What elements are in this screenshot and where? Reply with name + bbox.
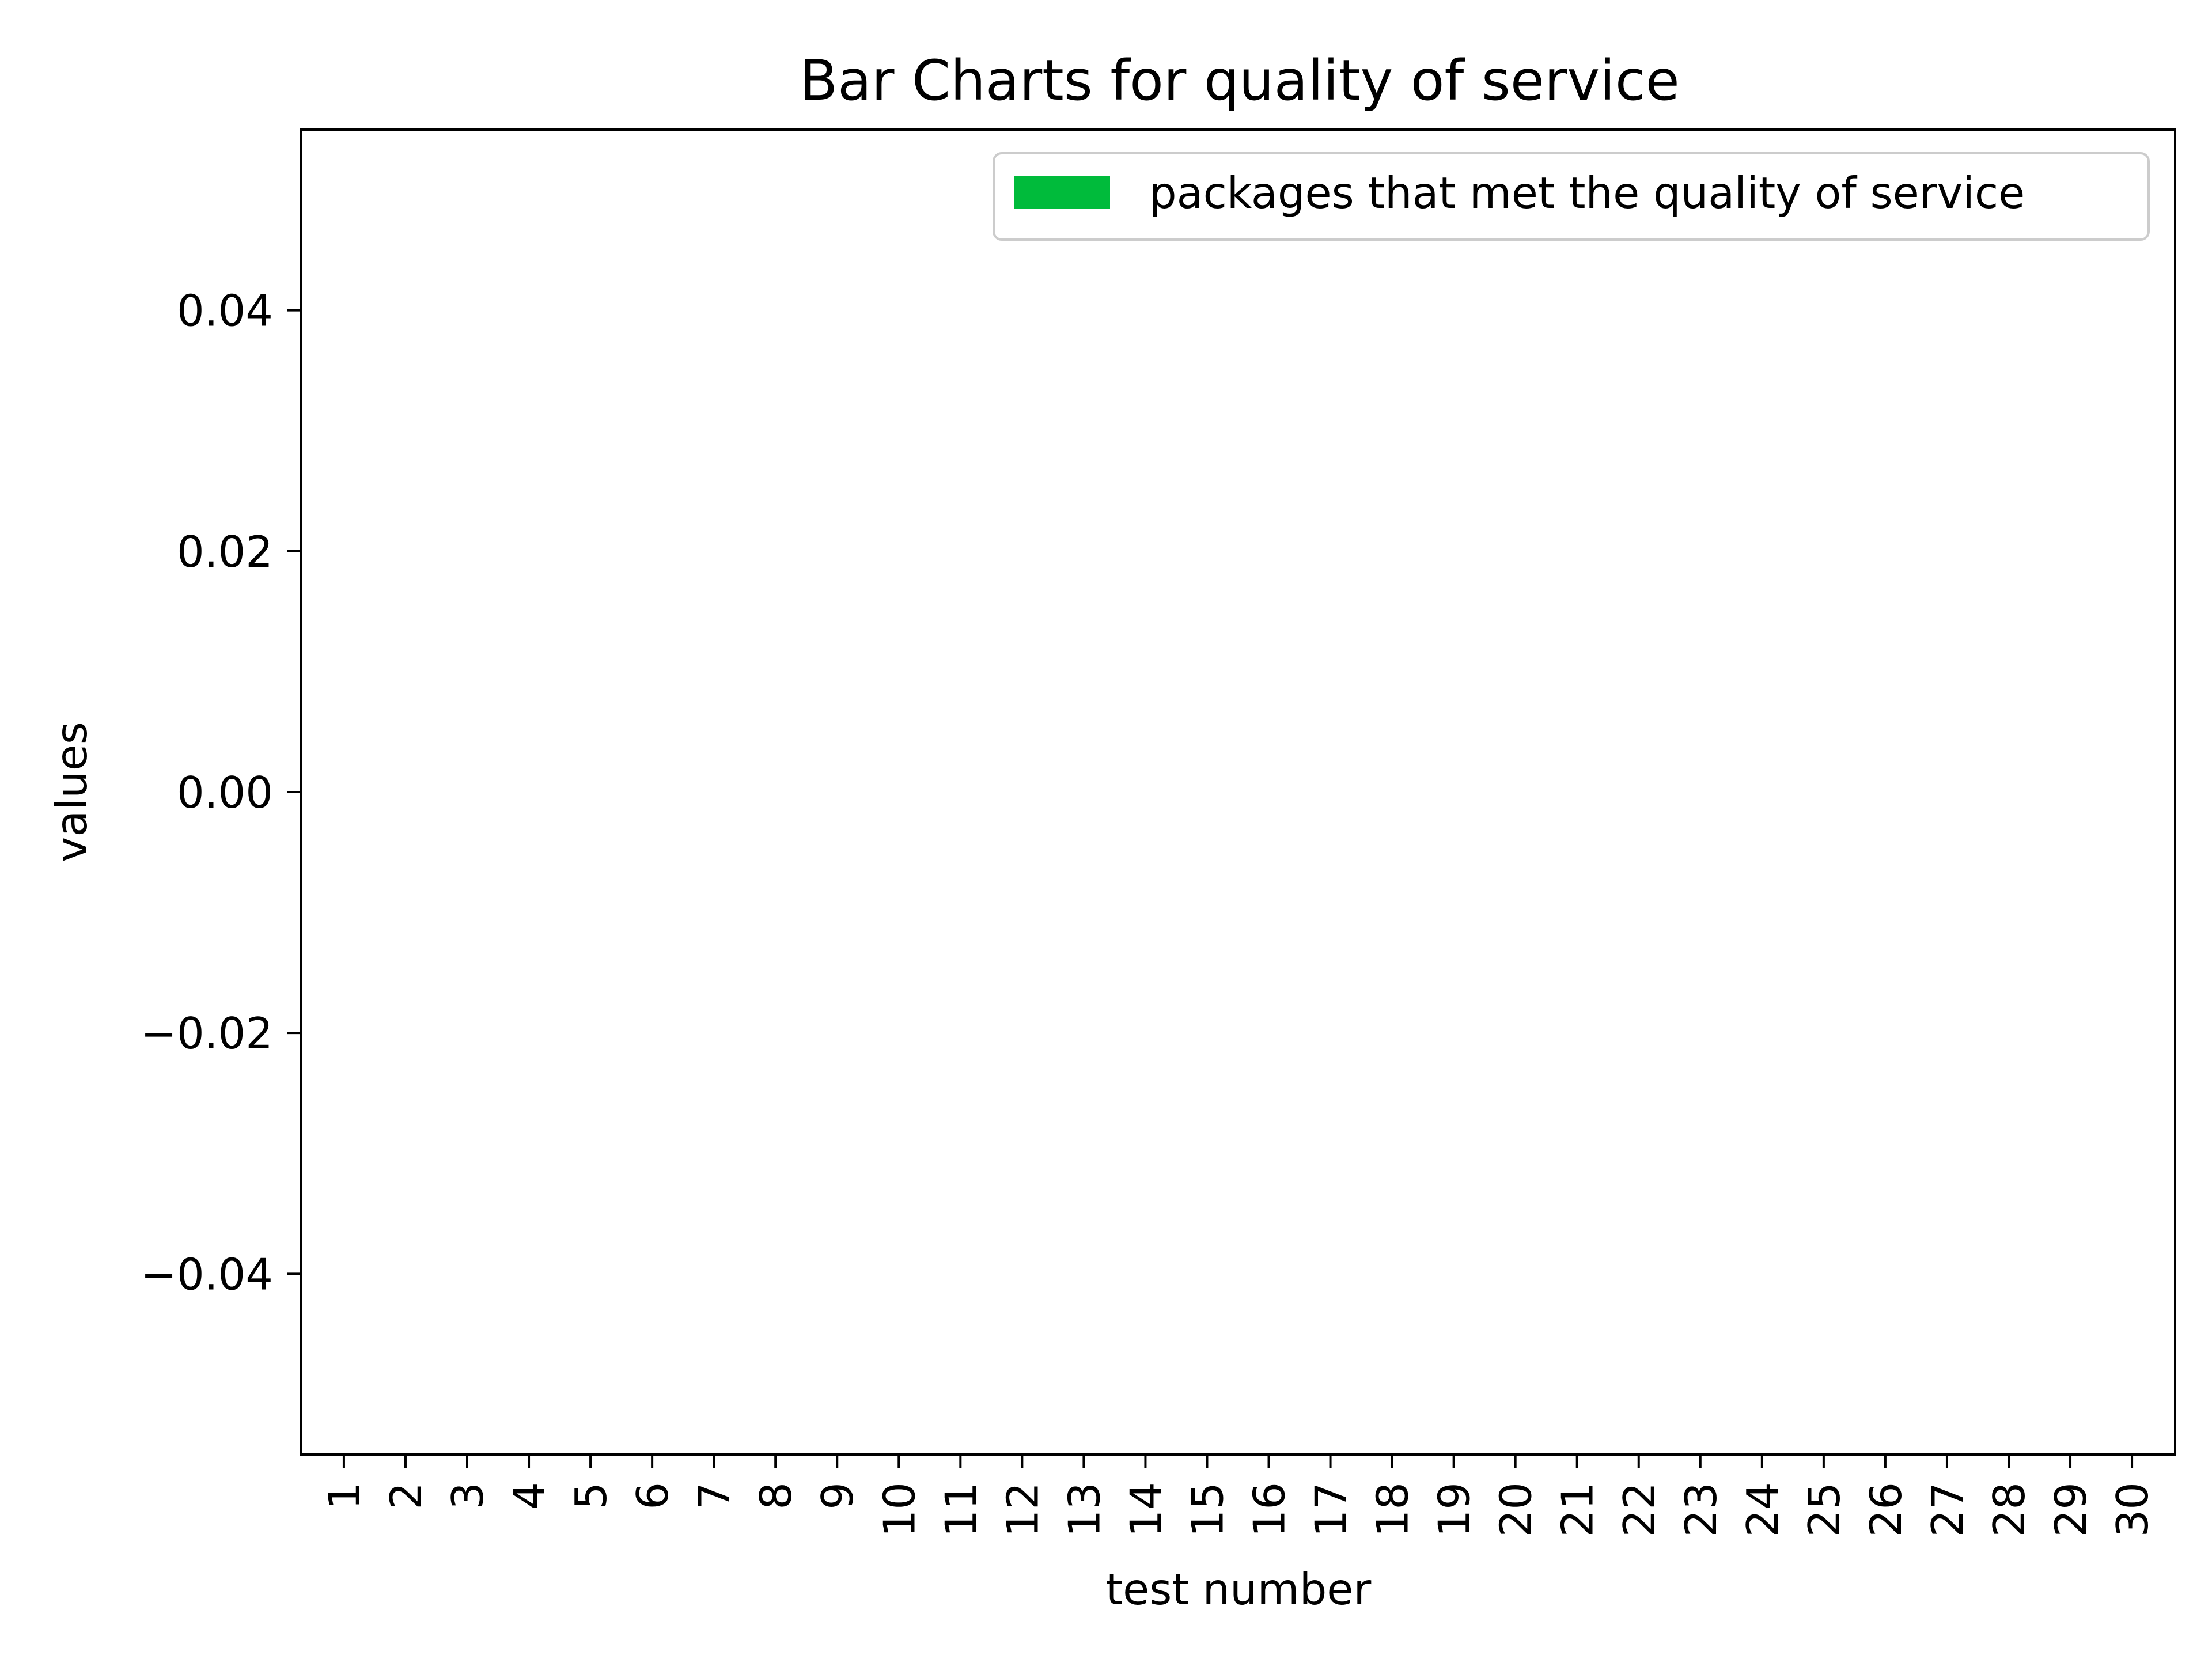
y-axis-ticks: −0.04 −0.02 0.00 0.02 0.04 <box>141 286 301 1300</box>
x-tick-label: 29 <box>2046 1482 2096 1537</box>
y-tick-label: 0.00 <box>177 767 273 818</box>
x-tick-label: 26 <box>1861 1482 1911 1537</box>
x-tick-label: 20 <box>1491 1482 1541 1537</box>
x-tick-label: 16 <box>1244 1482 1295 1537</box>
legend-box <box>993 152 2150 241</box>
x-tick-label: 24 <box>1737 1482 1788 1537</box>
x-tick-label: 21 <box>1552 1482 1603 1537</box>
y-tick-label: −0.04 <box>141 1249 273 1300</box>
chart-title: Bar Charts for quality of service <box>800 48 1679 113</box>
y-axis-label: values <box>46 722 97 862</box>
x-tick-label: 19 <box>1429 1482 1480 1537</box>
x-tick-label: 2 <box>381 1482 431 1510</box>
x-tick-label: 30 <box>2107 1482 2158 1537</box>
x-tick-label: 10 <box>874 1482 925 1537</box>
x-tick-label: 8 <box>751 1482 801 1510</box>
x-axis-label: test number <box>1106 1564 1372 1615</box>
x-tick-label: 4 <box>504 1482 555 1510</box>
x-tick-label: 28 <box>1984 1482 2035 1537</box>
x-tick-label: 3 <box>442 1482 493 1510</box>
x-tick-label: 14 <box>1120 1482 1171 1537</box>
x-tick-label: 18 <box>1368 1482 1418 1537</box>
x-tick-label: 25 <box>1799 1482 1850 1537</box>
x-tick-label: 5 <box>566 1482 616 1510</box>
x-tick-label: 22 <box>1614 1482 1665 1537</box>
x-tick-label: 15 <box>1182 1482 1233 1537</box>
x-tick-label: 23 <box>1676 1482 1726 1537</box>
legend-label: packages that met the quality of service <box>1149 168 2025 218</box>
x-tick-label: 11 <box>935 1482 986 1537</box>
legend-swatch <box>1014 176 1110 209</box>
y-tick-label: 0.04 <box>177 286 273 336</box>
x-tick-label: 1 <box>319 1482 370 1510</box>
x-tick-label: 27 <box>1922 1482 1973 1537</box>
y-tick-label: −0.02 <box>141 1008 273 1059</box>
y-tick-label: 0.02 <box>177 527 273 577</box>
x-tick-label: 13 <box>1059 1482 1109 1537</box>
legend: packages that met the quality of service <box>993 152 2150 241</box>
x-tick-label: 6 <box>627 1482 678 1510</box>
x-axis-ticks: 1 2 3 4 5 6 7 8 9 10 11 12 13 14 15 16 17 18 19 20 21 22 23 24 2… <box>319 1455 2158 1537</box>
x-tick-label: 9 <box>812 1482 863 1510</box>
x-tick-label: 7 <box>689 1482 740 1510</box>
x-tick-label: 12 <box>997 1482 1048 1537</box>
x-tick-label: 17 <box>1306 1482 1357 1537</box>
